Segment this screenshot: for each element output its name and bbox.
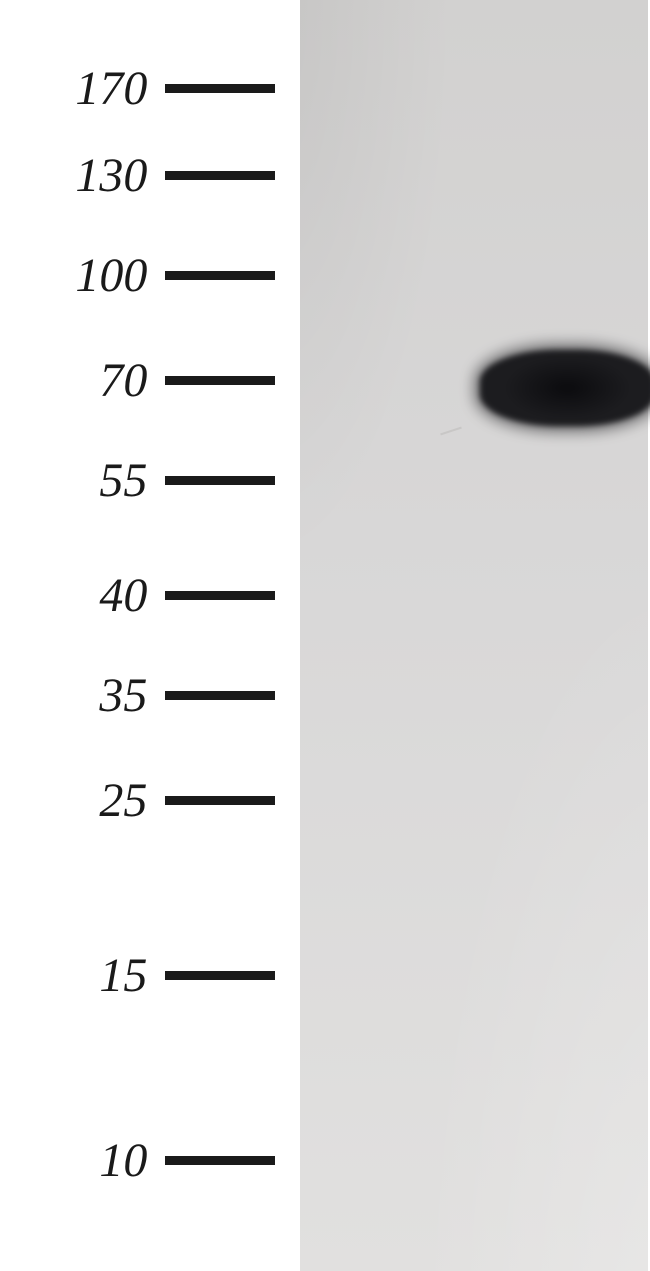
marker-10: 10: [0, 1136, 275, 1184]
marker-35: 35: [0, 671, 275, 719]
band-main: [480, 350, 650, 426]
marker-label-130: 130: [0, 148, 147, 203]
marker-label-25: 25: [0, 773, 147, 828]
marker-label-40: 40: [0, 568, 147, 623]
marker-tick-40: [165, 591, 275, 600]
marker-tick-10: [165, 1156, 275, 1165]
marker-tick-15: [165, 971, 275, 980]
western-blot-figure: 170 130 100 70 55 40 35 25 15 10: [0, 0, 650, 1271]
marker-170: 170: [0, 64, 275, 112]
marker-tick-55: [165, 476, 275, 485]
marker-label-100: 100: [0, 248, 147, 303]
marker-100: 100: [0, 251, 275, 299]
marker-15: 15: [0, 951, 275, 999]
molecular-weight-ladder: 170 130 100 70 55 40 35 25 15 10: [0, 0, 300, 1271]
marker-label-10: 10: [0, 1133, 147, 1188]
marker-55: 55: [0, 456, 275, 504]
marker-130: 130: [0, 151, 275, 199]
marker-40: 40: [0, 571, 275, 619]
lane-1-empty: [300, 0, 470, 1271]
marker-tick-130: [165, 171, 275, 180]
marker-label-170: 170: [0, 61, 147, 116]
marker-70: 70: [0, 356, 275, 404]
blot-membrane: [300, 0, 648, 1271]
marker-tick-100: [165, 271, 275, 280]
marker-label-15: 15: [0, 948, 147, 1003]
marker-tick-170: [165, 84, 275, 93]
marker-label-70: 70: [0, 353, 147, 408]
lane-2-sample: [470, 0, 648, 1271]
marker-tick-70: [165, 376, 275, 385]
marker-25: 25: [0, 776, 275, 824]
marker-tick-25: [165, 796, 275, 805]
marker-tick-35: [165, 691, 275, 700]
marker-label-55: 55: [0, 453, 147, 508]
marker-label-35: 35: [0, 668, 147, 723]
